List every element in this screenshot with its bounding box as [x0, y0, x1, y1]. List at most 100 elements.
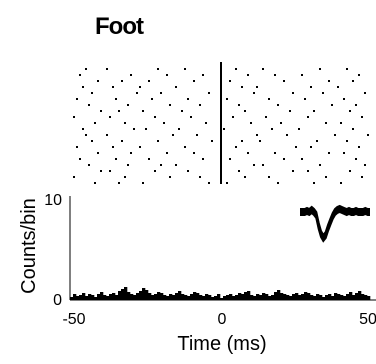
- spike-tick: [130, 152, 132, 154]
- spike-tick: [184, 146, 186, 148]
- spike-tick: [127, 104, 129, 106]
- spike-tick: [133, 128, 135, 130]
- histogram-bar: [115, 295, 119, 300]
- spike-tick: [85, 134, 87, 136]
- spike-tick: [106, 134, 108, 136]
- histogram-bar: [316, 294, 320, 300]
- spike-tick: [97, 80, 99, 82]
- histogram-bar: [196, 293, 200, 300]
- spike-tick: [178, 128, 180, 130]
- spike-tick: [277, 182, 279, 184]
- spike-tick: [298, 128, 300, 130]
- histogram-bar: [103, 295, 107, 300]
- histogram-bar: [295, 293, 299, 300]
- histogram-bar: [334, 293, 338, 300]
- spike-tick: [115, 98, 117, 100]
- spike-tick: [346, 68, 348, 70]
- histogram-bar: [70, 297, 74, 300]
- histogram-bar: [235, 295, 239, 300]
- waveform-inset: [300, 204, 370, 243]
- spike-tick: [115, 158, 117, 160]
- spike-tick: [280, 122, 282, 124]
- histogram-bar: [298, 295, 302, 300]
- spike-tick: [316, 140, 318, 142]
- histogram-bar: [88, 294, 92, 300]
- spike-tick: [148, 80, 150, 82]
- histogram-bar: [145, 290, 149, 300]
- spike-tick: [277, 104, 279, 106]
- spike-tick: [157, 140, 159, 142]
- spike-tick: [226, 98, 228, 100]
- spike-tick: [229, 158, 231, 160]
- histogram-bar: [241, 294, 245, 300]
- spike-tick: [88, 164, 90, 166]
- spike-tick: [85, 68, 87, 70]
- spike-tick: [355, 104, 357, 106]
- spike-tick: [196, 134, 198, 136]
- spike-tick: [268, 98, 270, 100]
- spike-tick: [268, 176, 270, 178]
- spike-tick: [121, 140, 123, 142]
- spike-tick: [244, 110, 246, 112]
- spike-tick: [112, 146, 114, 148]
- spike-tick: [175, 164, 177, 166]
- histogram-bars: [70, 287, 371, 300]
- spike-tick: [238, 170, 240, 172]
- spike-tick: [112, 86, 114, 88]
- histogram-bar: [199, 295, 203, 300]
- histogram-bar: [94, 297, 98, 300]
- spike-tick: [160, 164, 162, 166]
- spike-tick: [235, 68, 237, 70]
- histogram-bar: [154, 294, 158, 300]
- spike-tick: [205, 122, 207, 124]
- spike-tick: [187, 98, 189, 100]
- spike-tick: [193, 152, 195, 154]
- spike-tick: [139, 86, 141, 88]
- spike-tick: [322, 92, 324, 94]
- spike-tick: [193, 80, 195, 82]
- spike-tick: [319, 68, 321, 70]
- spike-tick: [142, 110, 144, 112]
- histogram-bar: [352, 295, 356, 300]
- histogram-bar: [313, 296, 317, 300]
- spike-tick: [247, 74, 249, 76]
- spike-tick: [235, 146, 237, 148]
- spike-tick: [247, 152, 249, 154]
- spike-tick: [187, 170, 189, 172]
- histogram-bar: [130, 294, 134, 300]
- histogram-bar: [193, 292, 197, 300]
- spike-tick: [202, 158, 204, 160]
- spike-tick: [301, 74, 303, 76]
- histogram-bar: [151, 295, 155, 300]
- spike-tick: [352, 128, 354, 130]
- spike-tick: [79, 158, 81, 160]
- x-axis-label: Time (ms): [177, 333, 266, 355]
- spike-tick: [88, 104, 90, 106]
- histogram-bar: [220, 298, 224, 300]
- spike-tick: [124, 122, 126, 124]
- histogram-bar: [337, 294, 341, 300]
- spike-tick: [76, 98, 78, 100]
- spike-tick: [190, 116, 192, 118]
- spike-tick: [154, 170, 156, 172]
- spike-tick: [364, 92, 366, 94]
- histogram-bar: [244, 292, 248, 300]
- spike-tick: [208, 92, 210, 94]
- spike-tick: [94, 182, 96, 184]
- spike-tick: [154, 116, 156, 118]
- spike-tick: [304, 98, 306, 100]
- spike-tick: [136, 92, 138, 94]
- waveform-trace: [300, 210, 370, 243]
- spike-tick: [229, 80, 231, 82]
- spike-tick: [253, 164, 255, 166]
- spike-tick: [124, 176, 126, 178]
- histogram-bar: [142, 288, 146, 300]
- spike-tick: [79, 74, 81, 76]
- spike-tick: [310, 146, 312, 148]
- spike-tick: [259, 140, 261, 142]
- histogram-bar: [286, 295, 290, 300]
- spike-tick: [295, 146, 297, 148]
- histogram-bar: [271, 295, 275, 300]
- histogram-bar: [253, 296, 257, 300]
- spike-tick: [352, 80, 354, 82]
